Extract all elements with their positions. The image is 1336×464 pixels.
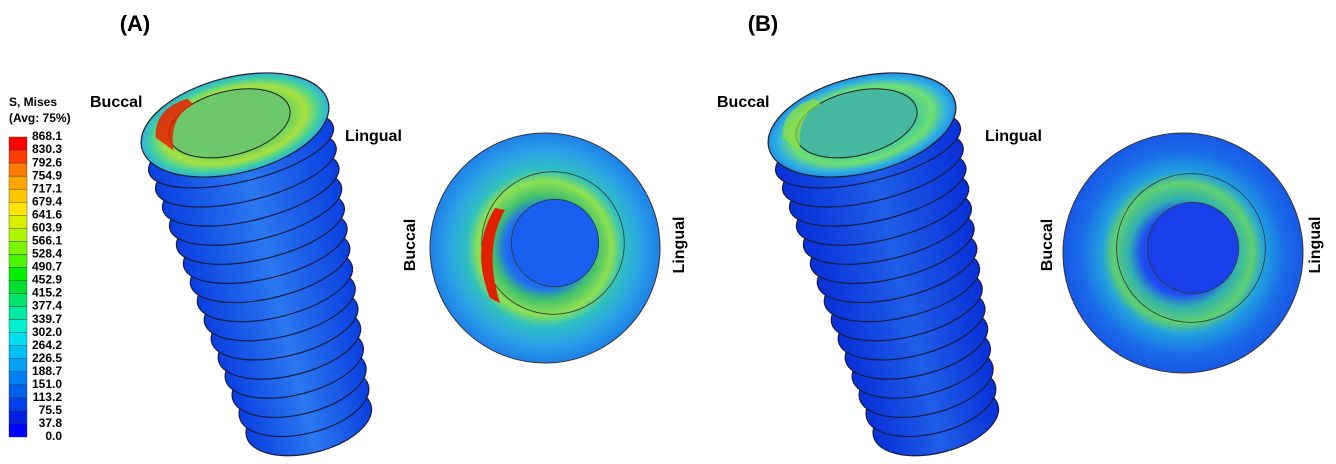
legend-swatch [9, 424, 27, 437]
side-buccal: Buccal [90, 94, 142, 111]
legend-tick: 868.1 [32, 129, 62, 143]
legend-swatch [9, 254, 27, 267]
legend-swatch [9, 372, 27, 385]
legend-swatch [9, 346, 27, 359]
side-buccal: Buccal [717, 94, 769, 111]
top-buccal: Buccal [402, 219, 419, 271]
legend-swatch [9, 163, 27, 176]
figure: S, Mises (Avg: 75%) 868.1830.3792.6754.9… [0, 0, 1336, 464]
legend-tick: 151.0 [32, 377, 62, 391]
implant-top-view [1063, 133, 1303, 373]
legend-tick: 0.0 [45, 429, 62, 443]
legend-swatch [9, 294, 27, 307]
legend-swatch [9, 359, 27, 372]
legend-tick: 490.7 [32, 260, 62, 274]
legend-title: S, Mises [9, 95, 57, 109]
legend-tick: 528.4 [32, 247, 62, 261]
legend-swatch [9, 202, 27, 215]
legend-subtitle: (Avg: 75%) [9, 111, 71, 125]
legend-tick: 603.9 [32, 220, 62, 234]
legend: S, Mises (Avg: 75%) 868.1830.3792.6754.9… [9, 95, 71, 443]
legend-tick: 339.7 [32, 312, 62, 326]
inner-hole [1147, 202, 1238, 293]
top-lingual: Lingual [1307, 217, 1324, 274]
legend-tick: 302.0 [32, 325, 62, 339]
legend-tick: 679.4 [32, 194, 62, 208]
legend-tick: 264.2 [32, 338, 62, 352]
implant-side-view [757, 55, 1036, 464]
legend-tick: 452.9 [32, 273, 62, 287]
artwork [130, 55, 1303, 464]
side-lingual: Lingual [985, 128, 1042, 145]
inner-hole [511, 199, 598, 286]
legend-swatch [9, 320, 27, 333]
legend-swatch [9, 228, 27, 241]
legend-swatch [9, 333, 27, 346]
panel-label: (A) [120, 11, 151, 36]
legend-tick: 188.7 [32, 364, 62, 378]
side-lingual: Lingual [345, 128, 402, 145]
legend-tick: 226.5 [32, 351, 62, 365]
top-buccal: Buccal [1039, 219, 1056, 271]
legend-tick: 754.9 [32, 168, 62, 182]
implant-side-view [130, 55, 409, 464]
legend-tick: 377.4 [32, 299, 62, 313]
legend-swatch [9, 307, 27, 320]
legend-tick: 113.2 [33, 390, 63, 404]
legend-tick: 75.5 [39, 403, 63, 417]
legend-tick: 641.6 [32, 207, 62, 221]
legend-tick: 792.6 [32, 155, 62, 169]
legend-swatch [9, 280, 27, 293]
legend-swatch [9, 215, 27, 228]
legend-swatch [9, 150, 27, 163]
legend-swatch [9, 241, 27, 254]
legend-tick: 717.1 [32, 181, 62, 195]
legend-swatch [9, 411, 27, 424]
legend-swatch [9, 189, 27, 202]
legend-swatch [9, 385, 27, 398]
top-lingual: Lingual [671, 217, 688, 274]
panel-label: (B) [748, 11, 779, 36]
legend-swatch [9, 137, 27, 150]
legend-tick: 830.3 [32, 142, 62, 156]
legend-tick: 566.1 [32, 234, 62, 248]
implant-top-view [430, 133, 660, 363]
legend-swatch [9, 398, 27, 411]
legend-swatch [9, 267, 27, 280]
legend-swatch [9, 176, 27, 189]
legend-tick: 37.8 [39, 416, 63, 430]
legend-tick: 415.2 [32, 286, 62, 300]
